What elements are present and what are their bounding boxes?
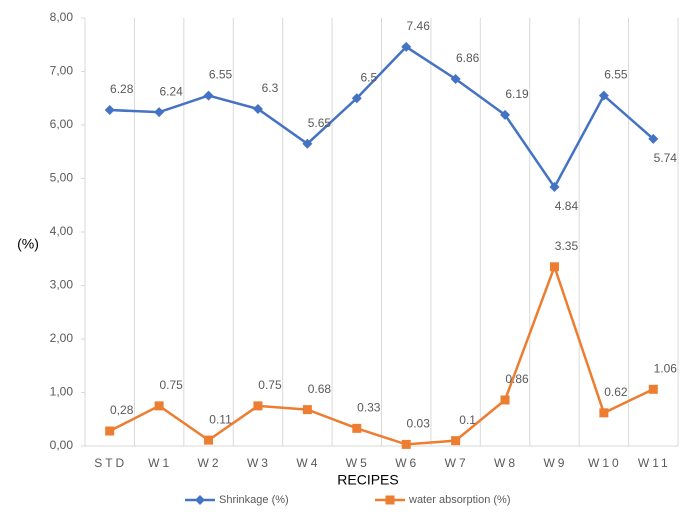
x-tick-label: W6 <box>395 456 419 470</box>
y-tick-label: 0,00 <box>50 438 74 452</box>
data-point <box>204 435 214 445</box>
y-tick-label: 7,00 <box>50 64 74 78</box>
y-tick-label: 8,00 <box>50 10 74 24</box>
x-tick-label: W2 <box>198 456 222 470</box>
data-point <box>252 103 263 114</box>
data-label: 6.3 <box>262 81 279 95</box>
data-label: 0.75 <box>258 378 282 392</box>
data-point <box>154 107 165 118</box>
x-tick-label: W11 <box>638 456 671 470</box>
data-point <box>401 41 412 52</box>
data-label: 6.55 <box>209 68 233 82</box>
data-label: 0.75 <box>159 378 183 392</box>
data-point <box>154 401 164 411</box>
data-point <box>302 405 312 415</box>
data-point <box>598 90 609 101</box>
y-tick-label: 4,00 <box>50 224 74 238</box>
x-tick-label: W8 <box>494 456 518 470</box>
data-label: 3.35 <box>555 239 579 253</box>
x-tick-label: W9 <box>543 456 567 470</box>
data-point <box>203 90 214 101</box>
data-point <box>195 495 205 505</box>
data-label: 5.74 <box>654 151 678 165</box>
data-point <box>302 138 313 149</box>
x-tick-label: W3 <box>247 456 271 470</box>
data-label: 6.28 <box>110 82 134 96</box>
data-point <box>385 495 395 505</box>
data-label: 5.65 <box>308 116 332 130</box>
data-label: 6.5 <box>360 70 377 84</box>
y-axis-title: (%) <box>17 236 39 252</box>
data-label: 6.55 <box>604 68 628 82</box>
data-label: 0.68 <box>308 382 332 396</box>
data-label: 0.62 <box>604 385 628 399</box>
data-label: 0.11 <box>209 412 232 426</box>
x-tick-label: W4 <box>296 456 320 470</box>
legend-label: water absorption (%) <box>408 494 511 506</box>
data-label: 6.19 <box>505 87 529 101</box>
data-label: 0.1 <box>459 413 476 427</box>
y-tick-label: 2,00 <box>50 331 74 345</box>
data-label: 0.33 <box>357 401 381 415</box>
data-label: 6.24 <box>159 84 183 98</box>
data-point <box>648 133 659 144</box>
x-tick-label: W1 <box>148 456 172 470</box>
data-point <box>401 439 411 449</box>
data-label: 1.06 <box>654 361 678 375</box>
data-point <box>450 73 461 84</box>
y-tick-label: 3,00 <box>50 278 74 292</box>
legend-label: Shrinkage (%) <box>219 494 289 506</box>
data-label: 4.84 <box>555 199 579 213</box>
data-label: 0,28 <box>110 403 134 417</box>
x-tick-label: W7 <box>445 456 469 470</box>
x-axis-title: RECIPES <box>337 472 398 488</box>
data-point <box>253 401 263 411</box>
data-label: 6.86 <box>456 51 480 65</box>
data-point <box>451 436 461 446</box>
data-point <box>351 93 362 104</box>
data-label: 0.03 <box>407 417 431 431</box>
data-point <box>599 408 609 418</box>
series-line <box>109 263 654 446</box>
y-tick-label: 5,00 <box>50 171 74 185</box>
data-point <box>104 105 115 116</box>
y-tick-label: 1,00 <box>50 385 74 399</box>
x-tick-label: W5 <box>346 456 370 470</box>
data-label: 0.86 <box>505 372 529 386</box>
data-point <box>648 384 658 394</box>
data-point <box>549 262 559 272</box>
data-point <box>352 423 362 433</box>
data-point <box>500 395 510 405</box>
x-tick-label: STD <box>94 456 127 470</box>
series-line <box>109 45 655 190</box>
data-point <box>500 109 511 120</box>
x-tick-label: W10 <box>588 456 622 470</box>
data-point <box>105 426 115 436</box>
data-point <box>549 182 560 193</box>
y-tick-label: 6,00 <box>50 117 74 131</box>
data-label: 7.46 <box>407 19 431 33</box>
